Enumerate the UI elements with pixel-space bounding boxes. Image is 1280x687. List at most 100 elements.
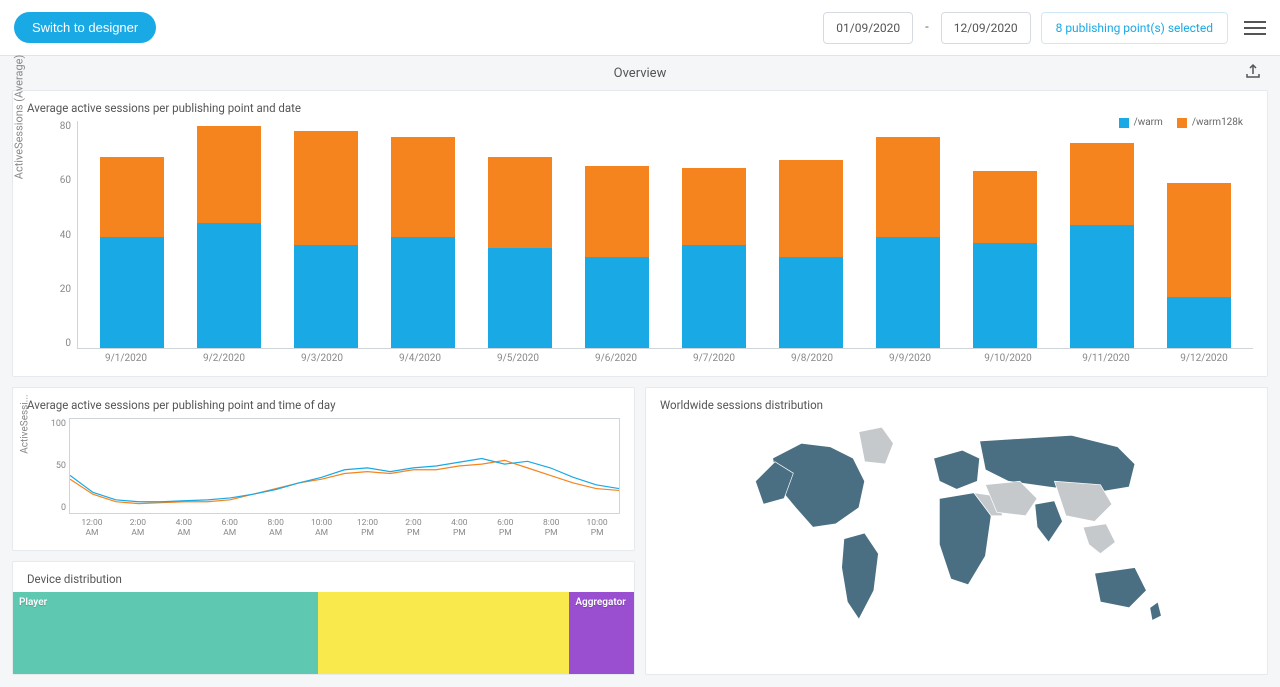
date-separator: - [923, 20, 931, 35]
line-series [70, 460, 619, 503]
treemap-chart: Player Aggregator [13, 592, 634, 674]
bar-x-label: 9/11/2020 [1057, 349, 1155, 364]
map-region[interactable] [841, 533, 878, 619]
bar-segment-warm [682, 245, 746, 348]
switch-to-designer-button[interactable]: Switch to designer [14, 12, 156, 43]
bar-stack [682, 168, 746, 348]
map-region[interactable] [859, 427, 894, 464]
line-chart-svg [70, 419, 619, 513]
line-y-ticks: 100 50 0 [36, 419, 66, 513]
map-region[interactable] [1035, 501, 1063, 542]
bar-x-label: 9/2/2020 [175, 349, 273, 364]
bar-segment-warm [779, 257, 843, 348]
bar-segment-warm [197, 223, 261, 348]
line-y-label: ActiveSessi... [20, 395, 31, 454]
export-icon[interactable] [1244, 62, 1262, 84]
bar-segment-warm128k [1167, 183, 1231, 297]
bar-group[interactable] [569, 121, 666, 348]
publishing-points-selector[interactable]: 8 publishing point(s) selected [1041, 12, 1228, 44]
bar-x-label: 9/4/2020 [371, 349, 469, 364]
y-tick: 0 [65, 338, 71, 349]
bar-group[interactable] [84, 121, 181, 348]
y-tick: 40 [60, 230, 71, 241]
hamburger-menu-icon[interactable] [1244, 17, 1266, 39]
y-tick: 20 [60, 284, 71, 295]
line-x-labels: 12:00AM2:00AM4:00AM6:00AM8:00AM10:00AM12… [69, 518, 620, 538]
line-chart-panel: Average active sessions per publishing p… [12, 387, 635, 551]
treemap-panel: Device distribution Player Aggregator [12, 561, 635, 675]
bar-group[interactable] [956, 121, 1053, 348]
content-area: Average active sessions per publishing p… [0, 90, 1280, 687]
overview-bar: Overview [0, 56, 1280, 90]
treemap-cell[interactable]: Aggregator [569, 592, 634, 674]
left-column: Average active sessions per publishing p… [12, 387, 635, 675]
bar-stack [294, 131, 358, 348]
bar-stack [585, 166, 649, 348]
bar-stack [1167, 183, 1231, 348]
bar-group[interactable] [1150, 121, 1247, 348]
bar-x-label: 9/7/2020 [665, 349, 763, 364]
bar-group[interactable] [278, 121, 375, 348]
bar-segment-warm128k [682, 168, 746, 245]
line-chart: ActiveSessi... 100 50 0 12:00AM2:00AM4:0… [27, 418, 620, 538]
bar-segment-warm [1167, 297, 1231, 348]
bar-segment-warm128k [197, 126, 261, 223]
top-header: Switch to designer 01/09/2020 - 12/09/20… [0, 0, 1280, 56]
bar-segment-warm128k [294, 131, 358, 245]
y-tick: 60 [60, 175, 71, 186]
line-series [70, 458, 619, 501]
bar-segment-warm128k [876, 137, 940, 237]
right-column: Worldwide sessions distribution [645, 387, 1268, 675]
map-region[interactable] [1083, 524, 1115, 554]
treemap-cell[interactable] [318, 592, 570, 674]
bar-stack [1070, 143, 1134, 348]
bar-group[interactable] [181, 121, 278, 348]
treemap-cell[interactable]: Player [13, 592, 318, 674]
bar-x-label: 9/9/2020 [861, 349, 959, 364]
map-title: Worldwide sessions distribution [660, 398, 1253, 412]
bar-chart-title: Average active sessions per publishing p… [27, 101, 1253, 115]
bar-segment-warm [1070, 225, 1134, 348]
bar-group[interactable] [375, 121, 472, 348]
date-to-input[interactable]: 12/09/2020 [941, 12, 1031, 44]
date-from-input[interactable]: 01/09/2020 [823, 12, 913, 44]
line-x-label: 2:00PM [390, 518, 436, 538]
bar-segment-warm [488, 248, 552, 348]
bar-x-label: 9/12/2020 [1155, 349, 1253, 364]
bar-segment-warm128k [973, 171, 1037, 242]
bar-x-label: 9/8/2020 [763, 349, 861, 364]
bar-stack [876, 137, 940, 348]
bar-x-label: 9/3/2020 [273, 349, 371, 364]
bar-stack [779, 160, 843, 348]
map-region[interactable] [933, 450, 979, 489]
treemap-title: Device distribution [27, 572, 620, 586]
line-x-label: 4:00PM [436, 518, 482, 538]
map-region[interactable] [1150, 602, 1162, 620]
bar-segment-warm [585, 257, 649, 348]
bar-group[interactable] [1053, 121, 1150, 348]
bar-segment-warm [100, 237, 164, 348]
second-row: Average active sessions per publishing p… [12, 387, 1268, 675]
bar-y-axis: ActiveSessions (Average) 80 60 40 20 0 [27, 121, 77, 349]
world-map-svg [672, 418, 1241, 648]
bar-group[interactable] [859, 121, 956, 348]
bar-stack [197, 126, 261, 348]
bar-group[interactable] [472, 121, 569, 348]
bar-group[interactable] [666, 121, 763, 348]
bar-segment-warm [876, 237, 940, 348]
line-x-label: 2:00AM [115, 518, 161, 538]
line-x-label: 6:00PM [482, 518, 528, 538]
world-map[interactable] [660, 418, 1253, 648]
bar-segment-warm128k [1070, 143, 1134, 226]
line-y-tick: 50 [36, 461, 66, 471]
map-region[interactable] [1094, 568, 1146, 608]
bar-segment-warm [973, 243, 1037, 348]
line-x-label: 8:00AM [253, 518, 299, 538]
map-region[interactable] [939, 493, 991, 585]
bar-chart: ActiveSessions (Average) 80 60 40 20 0 [27, 121, 1253, 349]
line-y-tick: 100 [36, 419, 66, 429]
bar-group[interactable] [762, 121, 859, 348]
bar-stack [100, 157, 164, 348]
line-x-label: 12:00PM [345, 518, 391, 538]
bar-chart-panel: Average active sessions per publishing p… [12, 90, 1268, 377]
